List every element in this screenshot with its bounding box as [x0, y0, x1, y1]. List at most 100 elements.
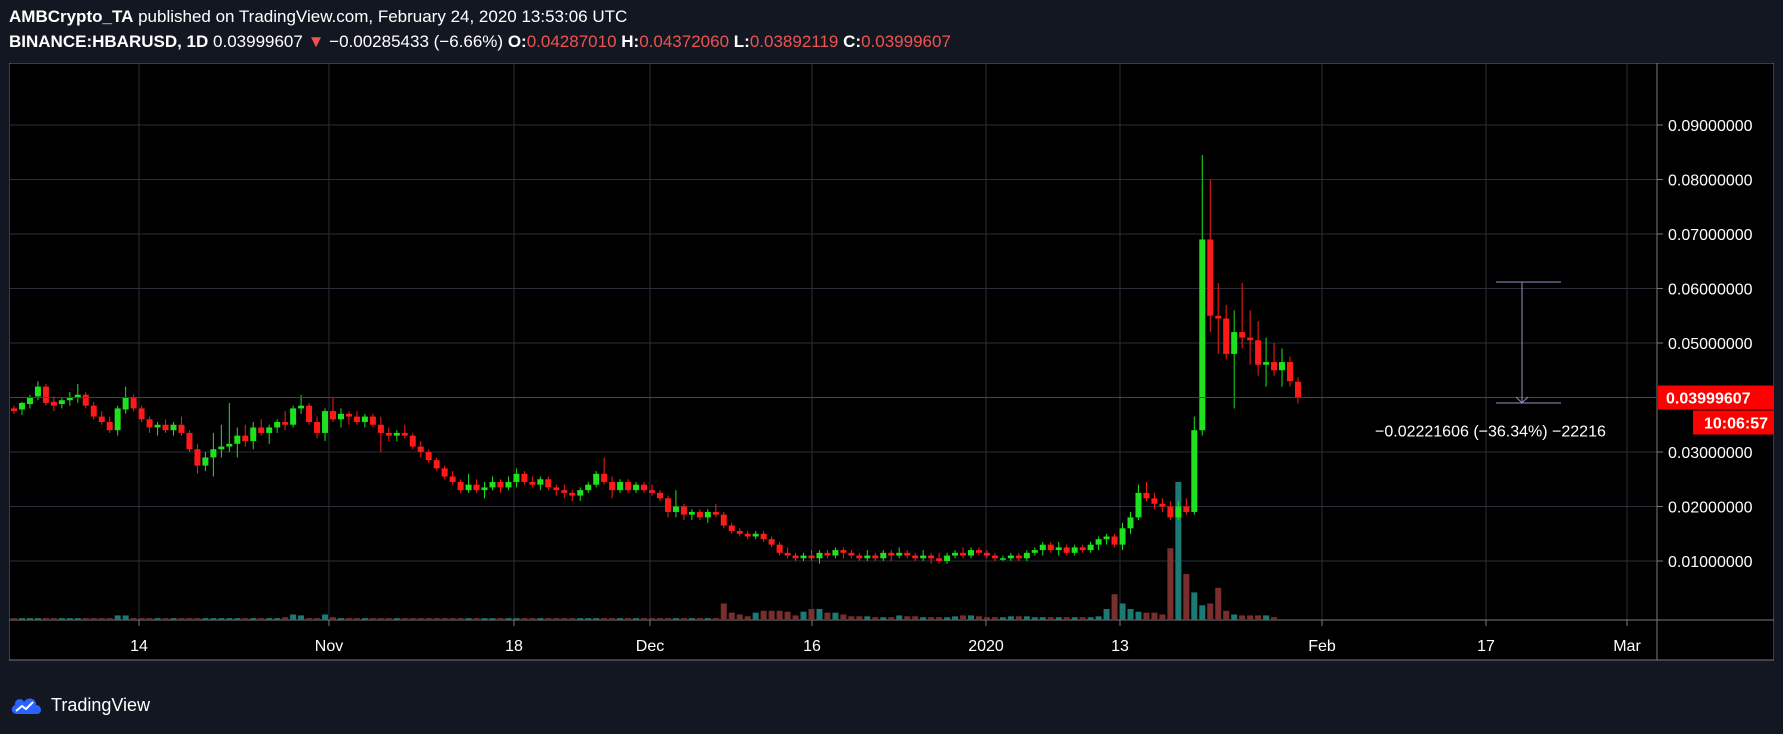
candle-body[interactable]: [385, 432, 392, 436]
candle-body[interactable]: [178, 424, 185, 433]
candle-body[interactable]: [736, 531, 743, 534]
candle-body[interactable]: [1199, 239, 1206, 431]
candle-body[interactable]: [800, 555, 807, 559]
candle-body[interactable]: [1103, 536, 1110, 540]
candle-body[interactable]: [58, 400, 65, 405]
candle-body[interactable]: [928, 555, 935, 559]
candle-body[interactable]: [505, 481, 512, 488]
candle-body[interactable]: [337, 413, 344, 420]
candle-body[interactable]: [122, 397, 129, 410]
candle-body[interactable]: [768, 539, 775, 545]
candle-body[interactable]: [1247, 337, 1254, 341]
candle-body[interactable]: [609, 481, 616, 491]
candle-body[interactable]: [672, 506, 679, 512]
candle-body[interactable]: [975, 550, 982, 553]
candle-body[interactable]: [936, 558, 943, 561]
candle-body[interactable]: [369, 416, 376, 425]
candle-body[interactable]: [593, 473, 600, 485]
candle-body[interactable]: [832, 550, 839, 556]
candle-body[interactable]: [688, 511, 695, 515]
candle-body[interactable]: [314, 422, 321, 433]
candle-body[interactable]: [960, 552, 967, 556]
candle-body[interactable]: [330, 411, 336, 420]
candle-body[interactable]: [1063, 547, 1070, 553]
candle-body[interactable]: [1143, 492, 1150, 499]
candle-body[interactable]: [776, 544, 783, 553]
candle-body[interactable]: [274, 422, 281, 428]
candle-body[interactable]: [848, 552, 855, 556]
candle-body[interactable]: [720, 514, 727, 526]
candle-body[interactable]: [1119, 528, 1126, 545]
candle-body[interactable]: [66, 397, 73, 401]
candle-body[interactable]: [545, 479, 552, 488]
candle-body[interactable]: [234, 435, 241, 444]
candle-body[interactable]: [489, 481, 496, 488]
candle-body[interactable]: [306, 405, 313, 423]
candle-body[interactable]: [633, 484, 640, 491]
candle-body[interactable]: [42, 386, 49, 403]
candle-body[interactable]: [521, 473, 528, 482]
candle-body[interactable]: [377, 424, 384, 433]
candle-body[interactable]: [704, 511, 711, 518]
candle-body[interactable]: [561, 490, 568, 493]
candle-body[interactable]: [824, 552, 831, 556]
candle-body[interactable]: [641, 484, 648, 491]
candle-body[interactable]: [513, 473, 520, 482]
candle-body[interactable]: [106, 422, 113, 431]
candle-body[interactable]: [553, 487, 560, 491]
candle-body[interactable]: [170, 424, 177, 431]
candle-body[interactable]: [457, 481, 464, 491]
candle-body[interactable]: [696, 511, 703, 518]
candle-body[interactable]: [1151, 498, 1158, 504]
candle-body[interactable]: [218, 446, 225, 450]
candle-body[interactable]: [417, 446, 424, 452]
candle-body[interactable]: [1183, 506, 1190, 512]
candle-body[interactable]: [944, 555, 951, 561]
candle-body[interactable]: [50, 401, 57, 406]
candle-body[interactable]: [968, 550, 974, 556]
candle-body[interactable]: [1207, 239, 1214, 316]
candle-body[interactable]: [258, 427, 265, 433]
candle-body[interactable]: [744, 533, 751, 537]
candle-body[interactable]: [497, 481, 504, 488]
candle-body[interactable]: [74, 394, 81, 398]
candle-body[interactable]: [361, 416, 368, 423]
candle-body[interactable]: [625, 481, 632, 491]
candle-body[interactable]: [808, 555, 815, 559]
candle-body[interactable]: [1015, 555, 1022, 559]
candle-body[interactable]: [904, 552, 911, 556]
candle-body[interactable]: [210, 449, 217, 458]
candle-body[interactable]: [26, 397, 33, 405]
candle-body[interactable]: [752, 533, 759, 537]
candle-body[interactable]: [1159, 503, 1166, 507]
candle-body[interactable]: [760, 533, 767, 540]
candle-body[interactable]: [888, 552, 895, 556]
candle-body[interactable]: [1271, 362, 1278, 371]
candle-body[interactable]: [282, 422, 289, 425]
candle-body[interactable]: [1263, 362, 1270, 365]
candle-body[interactable]: [441, 468, 448, 477]
candle-body[interactable]: [433, 460, 440, 469]
candle-body[interactable]: [1223, 318, 1230, 354]
candle-body[interactable]: [1095, 539, 1102, 545]
candle-body[interactable]: [1007, 555, 1014, 559]
candle-body[interactable]: [1023, 552, 1030, 559]
candle-body[interactable]: [1279, 362, 1286, 371]
candle-body[interactable]: [880, 552, 887, 559]
candle-body[interactable]: [529, 481, 536, 485]
candle-body[interactable]: [146, 419, 153, 428]
candle-body[interactable]: [345, 413, 352, 417]
candle-body[interactable]: [1191, 430, 1198, 512]
candle-body[interactable]: [840, 550, 847, 553]
candle-body[interactable]: [162, 424, 169, 431]
candle-body[interactable]: [577, 490, 584, 496]
candle-body[interactable]: [1231, 332, 1238, 354]
candle-body[interactable]: [1031, 550, 1038, 553]
candle-body[interactable]: [816, 552, 823, 559]
candle-body[interactable]: [920, 555, 927, 559]
candle-body[interactable]: [1079, 547, 1086, 551]
candle-body[interactable]: [449, 476, 456, 482]
candle-body[interactable]: [353, 416, 360, 423]
candle-body[interactable]: [656, 492, 663, 499]
author-name[interactable]: AMBCrypto_TA: [9, 7, 134, 26]
